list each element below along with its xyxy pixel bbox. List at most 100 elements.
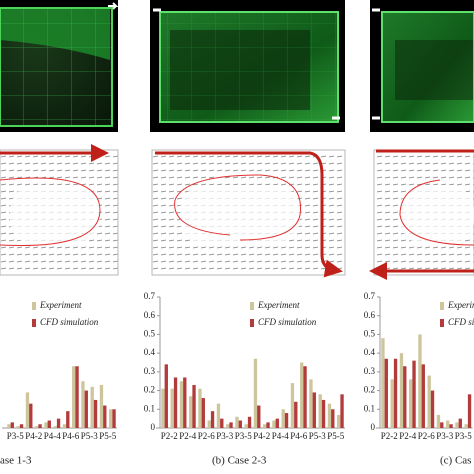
x-tick-label: P3-3 <box>216 431 234 441</box>
y-tick-label: 0.4 <box>364 347 376 357</box>
bar <box>207 420 211 428</box>
bar <box>446 420 450 428</box>
y-tick-label: 0.7 <box>144 291 156 301</box>
bar <box>290 383 295 428</box>
x-tick-label: P2-6 <box>198 431 216 441</box>
bar <box>25 392 30 428</box>
photo-left <box>0 0 119 132</box>
bar <box>7 424 11 428</box>
y-tick-label: 0.3 <box>364 366 376 376</box>
caption: ase 1-3 <box>0 455 32 467</box>
bar <box>198 388 202 428</box>
bar <box>390 379 394 428</box>
bar <box>440 422 444 428</box>
bar <box>384 358 388 428</box>
y-tick-label: 0.2 <box>364 385 375 395</box>
bar <box>393 358 398 428</box>
legend-swatch <box>250 302 254 310</box>
bar <box>247 416 252 428</box>
bar <box>464 424 468 428</box>
bar <box>421 364 425 428</box>
bar <box>303 366 307 428</box>
y-tick-label: 0.7 <box>364 291 376 301</box>
bar <box>430 390 435 428</box>
x-tick-label: P2-4 <box>399 431 417 441</box>
x-tick-label: P2-2 <box>381 431 398 441</box>
bar <box>281 409 285 428</box>
bar <box>179 381 184 428</box>
x-tick-label: P2-6 <box>418 431 436 441</box>
bar <box>449 424 453 428</box>
bar <box>103 405 107 428</box>
x-tick-label: P2-2 <box>161 431 178 441</box>
legend-swatch <box>250 319 254 327</box>
bar <box>409 379 413 428</box>
bar <box>84 390 88 428</box>
bar <box>399 353 404 428</box>
bar <box>99 384 104 428</box>
bar <box>412 360 416 428</box>
bar <box>75 366 79 428</box>
y-tick-label: 0.5 <box>364 328 376 338</box>
bar <box>253 358 258 428</box>
x-tick-label: P4-6 <box>290 431 308 441</box>
bar <box>173 377 178 428</box>
x-tick-label: P2-4 <box>179 431 197 441</box>
legend-label: Experiment <box>447 300 474 310</box>
bar <box>56 418 61 428</box>
bar <box>16 426 20 428</box>
x-tick-label: P4-6 <box>62 431 80 441</box>
x-tick-label: P5-3 <box>309 431 327 441</box>
bar <box>275 418 279 428</box>
bar <box>294 401 298 428</box>
bar <box>266 422 270 428</box>
bar <box>436 414 441 428</box>
bar <box>161 388 165 428</box>
y-tick-label: 0.6 <box>144 310 156 320</box>
bar <box>257 405 261 428</box>
x-tick-label: P4-4 <box>44 431 62 441</box>
photo-middle <box>150 0 345 132</box>
y-tick-label: 0.5 <box>144 328 156 338</box>
bar <box>47 420 51 428</box>
bar <box>72 366 76 428</box>
bar <box>192 384 196 428</box>
y-tick-label: 0.1 <box>144 403 155 413</box>
bar <box>112 409 116 428</box>
bar <box>238 420 242 428</box>
bar <box>427 375 431 428</box>
bar <box>403 366 407 428</box>
bar <box>263 424 267 428</box>
bar <box>244 424 248 428</box>
y-tick-label: 0.3 <box>144 366 156 376</box>
legend-swatch <box>440 319 444 327</box>
x-tick-label: P3-5 <box>235 431 253 441</box>
bar <box>337 414 341 428</box>
x-tick-label: P5-3 <box>81 431 99 441</box>
y-tick-label: 0.2 <box>144 385 155 395</box>
bar <box>226 424 230 428</box>
bar <box>19 424 24 428</box>
bar <box>109 409 113 428</box>
bar <box>35 426 39 428</box>
bar <box>220 418 224 428</box>
x-tick-label: P4-2 <box>253 431 270 441</box>
vector-middle <box>151 149 346 278</box>
bar <box>309 379 313 428</box>
bar <box>340 394 344 428</box>
bar <box>284 413 289 428</box>
bar <box>327 403 332 428</box>
bar <box>38 424 42 428</box>
y-tick-label: 0.4 <box>144 347 156 357</box>
legend-swatch <box>32 319 36 327</box>
bar <box>210 411 215 428</box>
y-tick-label: 0.1 <box>364 403 375 413</box>
bar <box>81 381 85 428</box>
bar <box>229 422 233 428</box>
bar <box>10 422 14 428</box>
x-tick-label: P3-5 <box>455 431 473 441</box>
legend-label: Experiment <box>39 300 82 310</box>
bar <box>216 403 221 428</box>
